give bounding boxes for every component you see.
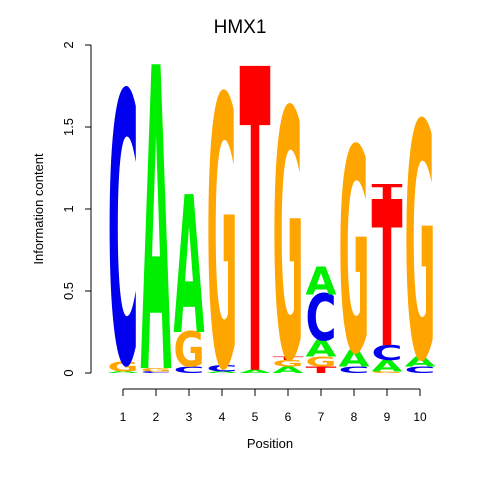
letter-C: C	[405, 365, 436, 375]
x-ticks: 1 2 3 4 5 6 7 8 9 10	[120, 389, 427, 424]
letter-G: G	[306, 354, 337, 370]
letter-stack-2: CGA	[141, 0, 172, 467]
x-tick-label: 5	[252, 410, 259, 424]
letter-A: A	[273, 365, 305, 376]
letter-stack-8: CAG	[339, 91, 371, 418]
letter-G: G	[405, 57, 436, 433]
letter-C: C	[339, 365, 370, 375]
y-tick-label: 0	[61, 369, 76, 376]
letter-C: C	[141, 371, 172, 374]
letter-G: G	[273, 358, 304, 368]
letter-T: T	[240, 0, 271, 468]
x-tick-label: 1	[120, 410, 127, 424]
y-tick-label: 0.5	[61, 282, 76, 300]
y-tick-label: 1.5	[61, 118, 76, 136]
letter-stack-10: CAG	[405, 57, 436, 433]
letter-G: G	[108, 359, 139, 375]
letter-T: T	[372, 181, 404, 207]
x-tick-label: 10	[413, 410, 427, 424]
letter-A: A	[372, 357, 404, 375]
letter-A: A	[174, 158, 205, 378]
y-tick-label: 2	[61, 41, 76, 48]
letter-A: A	[207, 371, 238, 374]
y-axis: 0 0.5 1 1.5 2	[61, 41, 92, 377]
letter-C: C	[207, 363, 238, 373]
letter-A: A	[306, 336, 338, 363]
letter-G: G	[339, 91, 370, 418]
letter-T: T	[273, 356, 304, 361]
x-tick-label: 4	[219, 410, 226, 424]
x-tick-label: 9	[384, 410, 391, 424]
letter-stack-4: ACG	[207, 22, 238, 454]
letter-C: C	[174, 365, 205, 375]
letter-T: T	[372, 160, 403, 393]
letter-A: A	[141, 0, 172, 467]
x-axis: 1 2 3 4 5 6 7 8 9 10	[120, 388, 427, 424]
x-tick-label: 2	[153, 410, 160, 424]
letter-C: C	[306, 281, 337, 355]
letter-G: G	[141, 367, 172, 372]
letter-stack-1: AGC	[108, 19, 139, 450]
letter-G: G	[207, 22, 238, 454]
x-tick-label: 7	[318, 410, 325, 424]
letter-T: T	[306, 365, 338, 376]
x-tick-label: 6	[285, 410, 292, 424]
letter-C: C	[372, 341, 403, 365]
letter-G: G	[372, 371, 403, 374]
x-tick-label: 3	[186, 410, 193, 424]
letter-A: A	[405, 354, 436, 370]
letter-stack-5: AT	[240, 0, 271, 468]
letter-stack-3: CGA	[174, 158, 205, 379]
y-ticks: 0 0.5 1 1.5 2	[61, 41, 91, 377]
x-tick-label: 8	[351, 410, 358, 424]
y-axis-label: Information content	[31, 153, 46, 265]
chart-title: HMX1	[214, 17, 267, 38]
letter-A: A	[339, 345, 371, 372]
letter-C: C	[108, 19, 139, 450]
letter-A: A	[240, 369, 271, 374]
letter-A: A	[108, 371, 139, 374]
letter-G: G	[174, 323, 205, 379]
x-axis-label: Position	[247, 436, 293, 451]
letter-A: A	[306, 259, 338, 304]
y-tick-label: 1	[61, 205, 76, 212]
letter-G: G	[273, 40, 304, 438]
